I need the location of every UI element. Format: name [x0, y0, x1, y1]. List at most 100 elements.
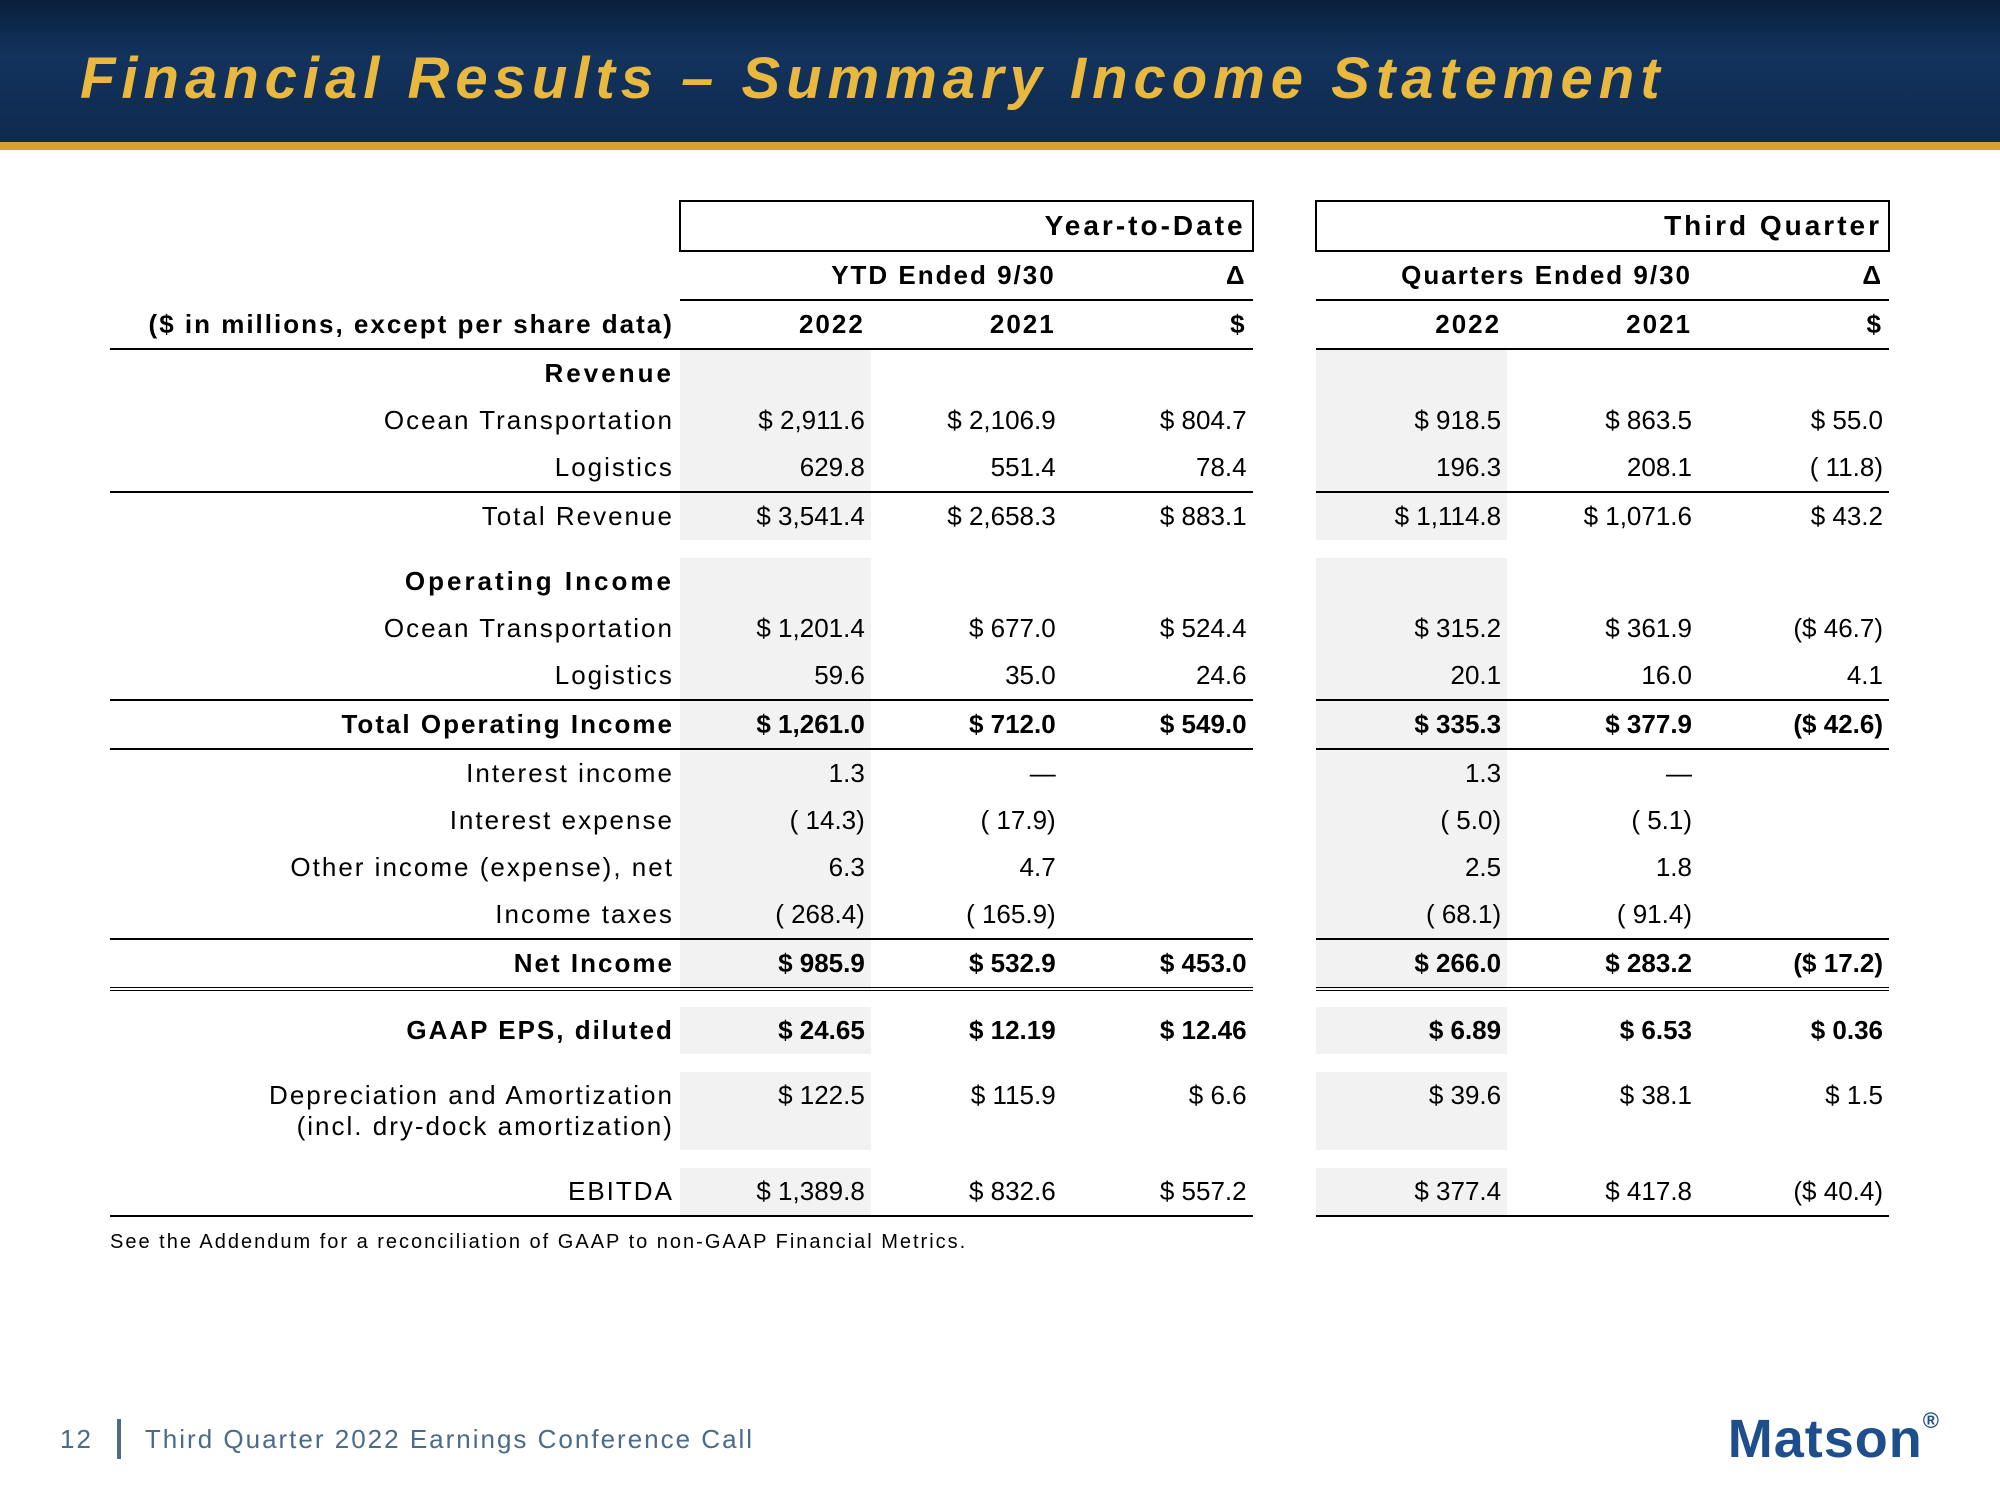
q-year-prev: 2021: [1507, 300, 1698, 349]
header-band: Financial Results – Summary Income State…: [0, 0, 2000, 150]
row-da: Depreciation and Amortization (incl. dry…: [110, 1072, 1889, 1150]
income-statement-table: Year-to-Date Third Quarter YTD Ended 9/3…: [110, 200, 1890, 1217]
oi-logistics-label: Logistics: [110, 652, 680, 700]
cell: 1.8: [1507, 844, 1698, 891]
cell: 4.1: [1698, 652, 1889, 700]
cell: $ 549.0: [1062, 700, 1253, 749]
cell: $ 918.5: [1316, 397, 1507, 444]
cell: $ 557.2: [1062, 1168, 1253, 1216]
row-net-income: Net Income $ 985.9 $ 532.9 $ 453.0 $ 266…: [110, 939, 1889, 989]
int-exp-label: Interest expense: [110, 797, 680, 844]
cell: $ 832.6: [871, 1168, 1062, 1216]
cell: $ 115.9: [871, 1072, 1062, 1150]
cell: $ 1.5: [1698, 1072, 1889, 1150]
quarter-header: Third Quarter: [1316, 201, 1889, 251]
cell: [1062, 891, 1253, 939]
cell: $ 266.0: [1316, 939, 1507, 989]
cell: $ 2,658.3: [871, 492, 1062, 540]
cell: ($ 17.2): [1698, 939, 1889, 989]
cell: 551.4: [871, 444, 1062, 492]
row-logistics: Logistics 629.8 551.4 78.4 196.3 208.1 (…: [110, 444, 1889, 492]
year-row: ($ in millions, except per share data) 2…: [110, 300, 1889, 349]
cell: 59.6: [680, 652, 871, 700]
revenue-section: Revenue: [110, 349, 1889, 397]
row-total-oi: Total Operating Income $ 1,261.0 $ 712.0…: [110, 700, 1889, 749]
cell: $ 315.2: [1316, 605, 1507, 652]
cell: ( 268.4): [680, 891, 871, 939]
cell: $ 417.8: [1507, 1168, 1698, 1216]
cell: $ 1,389.8: [680, 1168, 871, 1216]
cell: —: [871, 749, 1062, 797]
revenue-label: Revenue: [110, 349, 680, 397]
cell: $ 453.0: [1062, 939, 1253, 989]
cell: $ 12.19: [871, 1007, 1062, 1054]
cell: $ 377.9: [1507, 700, 1698, 749]
logistics-label: Logistics: [110, 444, 680, 492]
cell: ( 14.3): [680, 797, 871, 844]
logo-text: Matson: [1728, 1409, 1923, 1469]
cell: ( 91.4): [1507, 891, 1698, 939]
cell: ($ 42.6): [1698, 700, 1889, 749]
footer-caption: Third Quarter 2022 Earnings Conference C…: [145, 1424, 754, 1455]
cell: $ 883.1: [1062, 492, 1253, 540]
cell: $ 1,261.0: [680, 700, 871, 749]
cell: $ 361.9: [1507, 605, 1698, 652]
cell: 629.8: [680, 444, 871, 492]
cell: $ 335.3: [1316, 700, 1507, 749]
cell: $ 863.5: [1507, 397, 1698, 444]
ytd-year-prev: 2021: [871, 300, 1062, 349]
cell: $ 55.0: [1698, 397, 1889, 444]
cell: $ 38.1: [1507, 1072, 1698, 1150]
cell: 1.3: [1316, 749, 1507, 797]
cell: ($ 40.4): [1698, 1168, 1889, 1216]
q-year-curr: 2022: [1316, 300, 1507, 349]
cell: $ 985.9: [680, 939, 871, 989]
row-eps: GAAP EPS, diluted $ 24.65 $ 12.19 $ 12.4…: [110, 1007, 1889, 1054]
int-income-label: Interest income: [110, 749, 680, 797]
q-delta: Δ: [1698, 251, 1889, 300]
cell: 16.0: [1507, 652, 1698, 700]
footer: 12 Third Quarter 2022 Earnings Conferenc…: [60, 1408, 1940, 1470]
ytd-delta-unit: $: [1062, 300, 1253, 349]
net-income-label: Net Income: [110, 939, 680, 989]
cell: 78.4: [1062, 444, 1253, 492]
da-label: Depreciation and Amortization (incl. dry…: [110, 1072, 680, 1150]
cell: $ 677.0: [871, 605, 1062, 652]
cell: ( 68.1): [1316, 891, 1507, 939]
ytd-subheader: YTD Ended 9/30: [680, 251, 1062, 300]
unit-note: ($ in millions, except per share data): [110, 300, 680, 349]
row-int-income: Interest income 1.3 — 1.3 —: [110, 749, 1889, 797]
cell: $ 43.2: [1698, 492, 1889, 540]
cell: $ 524.4: [1062, 605, 1253, 652]
cell: 24.6: [1062, 652, 1253, 700]
row-other: Other income (expense), net 6.3 4.7 2.5 …: [110, 844, 1889, 891]
cell: [1062, 844, 1253, 891]
cell: 1.3: [680, 749, 871, 797]
cell: 196.3: [1316, 444, 1507, 492]
cell: 35.0: [871, 652, 1062, 700]
ebitda-label: EBITDA: [110, 1168, 680, 1216]
cell: $ 377.4: [1316, 1168, 1507, 1216]
cell: 4.7: [871, 844, 1062, 891]
slide-title: Financial Results – Summary Income State…: [0, 0, 2000, 112]
da-label-2: (incl. dry-dock amortization): [297, 1111, 674, 1141]
op-income-label: Operating Income: [110, 558, 680, 605]
cell: $ 24.65: [680, 1007, 871, 1054]
ytd-delta: Δ: [1062, 251, 1253, 300]
cell: —: [1507, 749, 1698, 797]
cell: 208.1: [1507, 444, 1698, 492]
ytd-year-curr: 2022: [680, 300, 871, 349]
cell: 20.1: [1316, 652, 1507, 700]
cell: ( 5.0): [1316, 797, 1507, 844]
cell: [1698, 891, 1889, 939]
cell: ( 17.9): [871, 797, 1062, 844]
da-label-1: Depreciation and Amortization: [269, 1080, 674, 1110]
cell: $ 39.6: [1316, 1072, 1507, 1150]
cell: $ 532.9: [871, 939, 1062, 989]
q-delta-unit: $: [1698, 300, 1889, 349]
cell: [1062, 797, 1253, 844]
row-ebitda: EBITDA $ 1,389.8 $ 832.6 $ 557.2 $ 377.4…: [110, 1168, 1889, 1216]
period-header-row: Year-to-Date Third Quarter: [110, 201, 1889, 251]
ocean-label: Ocean Transportation: [110, 397, 680, 444]
footnote: See the Addendum for a reconciliation of…: [110, 1231, 1890, 1254]
